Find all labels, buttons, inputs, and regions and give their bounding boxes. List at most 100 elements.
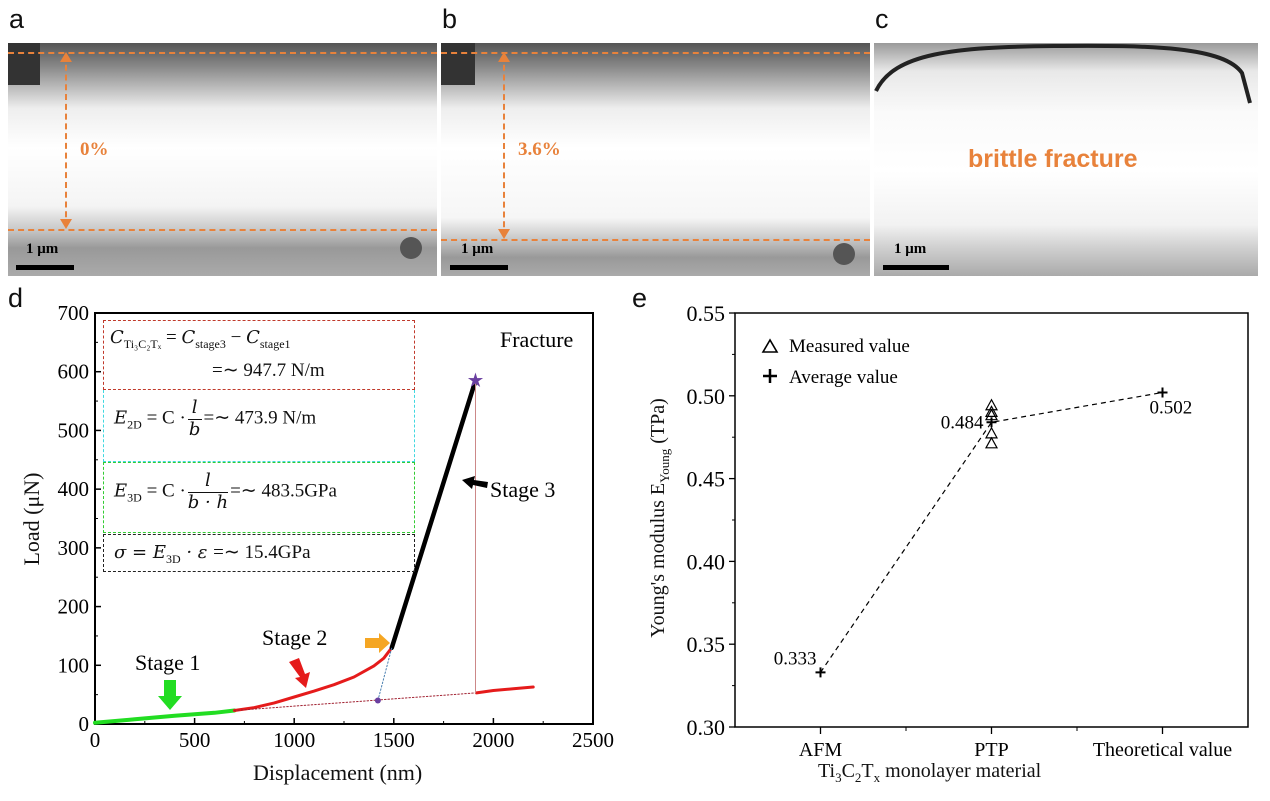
intersection-point xyxy=(374,697,381,704)
x-tick-label: 0 xyxy=(90,728,101,752)
data-label: 0.502 xyxy=(1150,397,1193,418)
stage2-arrow-icon xyxy=(289,658,310,688)
label-part: C xyxy=(841,760,855,782)
eq-numerator: l xyxy=(187,470,229,493)
average-point-marker xyxy=(815,667,826,678)
strain-label: 0% xyxy=(80,139,109,160)
eq-subscript: 3D xyxy=(127,490,142,505)
y-tick-label: 600 xyxy=(58,360,90,384)
onset-arrow-icon xyxy=(365,633,390,653)
strain-arrow xyxy=(65,55,67,227)
stage2-label: Stage 2 xyxy=(262,625,327,650)
scale-bar-label: 1 μm xyxy=(461,241,494,257)
series-post-fracture xyxy=(475,685,535,695)
label-sub: 3 xyxy=(835,770,842,785)
eq-subscript: Ti₃C₂Tₓ xyxy=(123,336,162,351)
series-stage3 xyxy=(389,378,478,650)
strain-arrow xyxy=(503,55,505,237)
label-part: T xyxy=(861,760,874,782)
panel-label-d: d xyxy=(8,283,24,313)
x-tick-label: 2000 xyxy=(472,728,514,752)
measured-point-triangle xyxy=(984,408,999,421)
label-part: (TPa) xyxy=(647,398,669,449)
stage1-arrow-icon xyxy=(158,680,182,710)
x-tick-label: 1000 xyxy=(273,728,315,752)
stage3-label: Stage 3 xyxy=(490,477,555,502)
stage3-arrow-icon xyxy=(462,476,488,489)
scale-bar-label: 1 μm xyxy=(894,241,927,257)
micrograph-a: 0% 1 μm xyxy=(8,43,437,276)
strain-top-line xyxy=(441,52,870,54)
label-part: Young's modulus E xyxy=(647,482,669,638)
series-stage2 xyxy=(232,646,394,712)
label-sub: x xyxy=(873,770,881,785)
measured-point-triangle xyxy=(984,436,999,449)
strain-bottom-line xyxy=(441,239,870,241)
fracture-edge xyxy=(874,43,1252,104)
strain-label: 3.6% xyxy=(518,139,561,160)
series-baseline-dotted xyxy=(233,692,476,711)
eq-denominator: b xyxy=(188,418,201,440)
measured-point-triangle xyxy=(984,426,999,439)
y-tick-label: 500 xyxy=(58,418,90,442)
scale-bar xyxy=(450,265,508,270)
y-tick-label: 300 xyxy=(58,536,90,560)
scale-bar xyxy=(16,265,74,270)
panel-label-c: c xyxy=(875,4,889,34)
average-trend-line xyxy=(820,391,1163,673)
fracture-star-icon xyxy=(467,372,484,387)
panel-label-b: b xyxy=(442,4,458,34)
legend-label-average: Average value xyxy=(789,367,898,388)
y-tick-label: 400 xyxy=(58,477,90,501)
fracture-annotation: brittle fracture xyxy=(968,145,1138,173)
micrograph-b: 3.6% 1 μm xyxy=(441,43,870,276)
eq-result: =∼ 947.7 N/m xyxy=(212,360,325,381)
e-y-axis-label: Young's modulus EYoung (TPa) xyxy=(647,388,673,648)
measured-point-triangle xyxy=(984,405,999,417)
eq-symbol: C xyxy=(181,327,196,348)
eq-operator: − xyxy=(225,327,247,348)
strain-bottom-line xyxy=(8,229,437,231)
x-tick-label: 2500 xyxy=(572,728,614,752)
label-sub: Young xyxy=(657,448,672,483)
eq-result: =∼ 15.4GPa xyxy=(213,542,311,563)
y-tick-label: 200 xyxy=(58,595,90,619)
d-y-axis-label: Load (μN) xyxy=(19,472,44,566)
d-x-axis-label: Displacement (nm) xyxy=(253,760,423,785)
strain-top-line xyxy=(8,52,437,54)
average-point-marker xyxy=(1157,387,1168,398)
eq-symbol: E xyxy=(114,480,128,502)
eq-subscript: stage3 xyxy=(195,336,226,351)
panel-label-e: e xyxy=(632,283,648,313)
x-tick-label: PTP xyxy=(974,739,1008,761)
eq-symbol: C xyxy=(246,327,260,348)
eq-denominator: b · h xyxy=(187,491,229,513)
label-part: Ti xyxy=(818,760,836,782)
legend-label-measured: Measured value xyxy=(789,336,910,357)
y-tick-label: 100 xyxy=(58,653,90,677)
y-tick-label: 0.55 xyxy=(687,301,726,326)
y-tick-label: 0.30 xyxy=(687,715,726,740)
scale-bar-label: 1 μm xyxy=(26,241,59,257)
load-displacement-chart: 0 500 1000 1500 2000 2500 0 100 200 300 400 500 600 7… xyxy=(58,301,615,752)
eq-operator: = xyxy=(161,327,182,348)
y-tick-label: 0.45 xyxy=(687,467,726,492)
scale-bar xyxy=(883,265,949,270)
panel-label-a: a xyxy=(9,4,25,34)
eq-symbol: E xyxy=(114,407,128,429)
y-tick-label: 0.40 xyxy=(687,549,726,574)
x-tick-label: Theoretical value xyxy=(1093,739,1232,761)
legend-triangle-icon xyxy=(761,338,779,353)
eq-subscript: 3D xyxy=(165,551,181,566)
y-tick-label: 0.35 xyxy=(687,632,726,657)
eq-subscript: stage1 xyxy=(259,336,291,351)
y-tick-label: 700 xyxy=(58,301,90,325)
label-part: monolayer material xyxy=(880,760,1042,782)
e-x-axis-label: Ti3C2Tx monolayer material xyxy=(818,760,1041,786)
label-sub: 2 xyxy=(854,770,862,785)
eq-operator: · ε xyxy=(180,542,214,563)
y-tick-label: 0.50 xyxy=(687,384,726,409)
